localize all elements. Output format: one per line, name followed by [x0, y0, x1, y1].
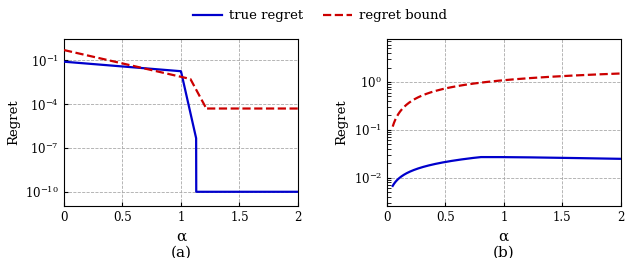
Text: (b): (b)	[493, 246, 515, 258]
X-axis label: α: α	[499, 230, 509, 244]
Y-axis label: Regret: Regret	[7, 100, 20, 145]
Text: (a): (a)	[170, 246, 191, 258]
X-axis label: α: α	[176, 230, 186, 244]
Legend: true regret, regret bound: true regret, regret bound	[188, 4, 452, 28]
Y-axis label: Regret: Regret	[335, 100, 348, 145]
